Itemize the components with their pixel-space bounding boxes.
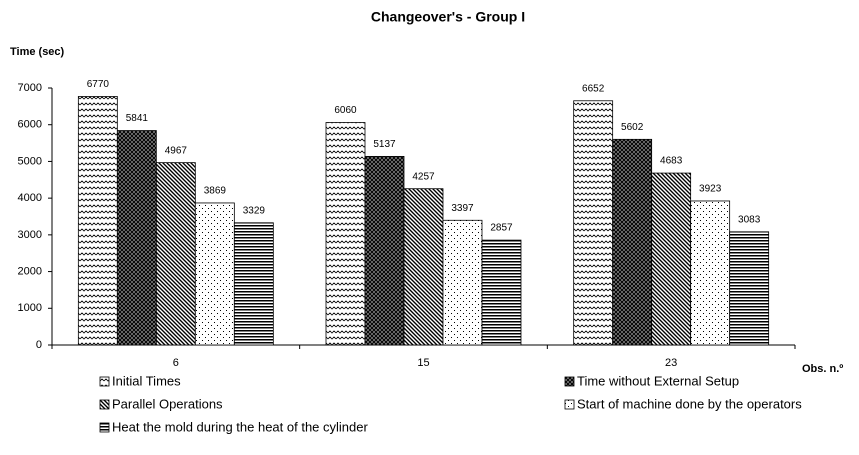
bar: [77, 96, 118, 346]
bar: [729, 231, 770, 346]
bar: [194, 202, 235, 346]
legend-swatch: [99, 399, 110, 410]
value-label: 3869: [204, 186, 227, 197]
value-label: 4683: [660, 156, 683, 167]
y-tick-label: 1000: [18, 302, 42, 314]
value-label: 3397: [451, 203, 474, 214]
value-label: 4967: [165, 145, 188, 156]
bar: [325, 122, 366, 346]
y-tick-label: 6000: [18, 119, 42, 131]
bar: [442, 219, 483, 346]
bar: [651, 172, 692, 346]
bar: [612, 138, 653, 346]
value-label: 4257: [412, 171, 435, 182]
value-label: 6652: [582, 83, 605, 94]
legend-swatch: [564, 376, 575, 387]
value-label: 5602: [621, 122, 644, 133]
legend-label: Start of machine done by the operators: [577, 396, 802, 411]
x-tick-label: 15: [417, 357, 429, 369]
y-tick-label: 0: [36, 339, 42, 351]
y-axis-title: Time (sec): [10, 46, 65, 58]
bar: [403, 188, 444, 346]
bar: [155, 162, 196, 346]
legend-label: Parallel Operations: [112, 396, 223, 411]
y-tick-label: 2000: [18, 265, 42, 277]
value-label: 2857: [490, 223, 513, 234]
bar: [233, 222, 274, 346]
value-label: 5841: [126, 113, 149, 124]
value-label: 3923: [699, 184, 722, 195]
bar: [573, 100, 614, 346]
bar: [481, 239, 522, 346]
y-tick-label: 3000: [18, 229, 42, 241]
y-tick-label: 5000: [18, 155, 42, 167]
x-axis-title: Obs. n.º: [802, 363, 843, 375]
y-tick-label: 7000: [18, 82, 42, 94]
legend-swatch: [564, 399, 575, 410]
value-label: 3329: [243, 205, 266, 216]
legend-swatch: [99, 422, 110, 433]
chart-title: Changeover's - Group I: [371, 9, 525, 25]
bar: [116, 130, 157, 346]
legend-label: Initial Times: [112, 373, 181, 388]
x-tick-label: 6: [173, 357, 179, 369]
bar: [690, 200, 731, 346]
legend-label: Heat the mold during the heat of the cyl…: [112, 419, 368, 434]
bar: [364, 155, 405, 346]
y-tick-label: 4000: [18, 192, 42, 204]
value-label: 5137: [373, 139, 396, 150]
value-label: 6770: [87, 79, 110, 90]
value-label: 3083: [738, 214, 761, 225]
legend-label: Time without External Setup: [577, 373, 739, 388]
legend-swatch: [99, 376, 110, 387]
x-tick-label: 23: [665, 357, 677, 369]
value-label: 6060: [334, 105, 357, 116]
